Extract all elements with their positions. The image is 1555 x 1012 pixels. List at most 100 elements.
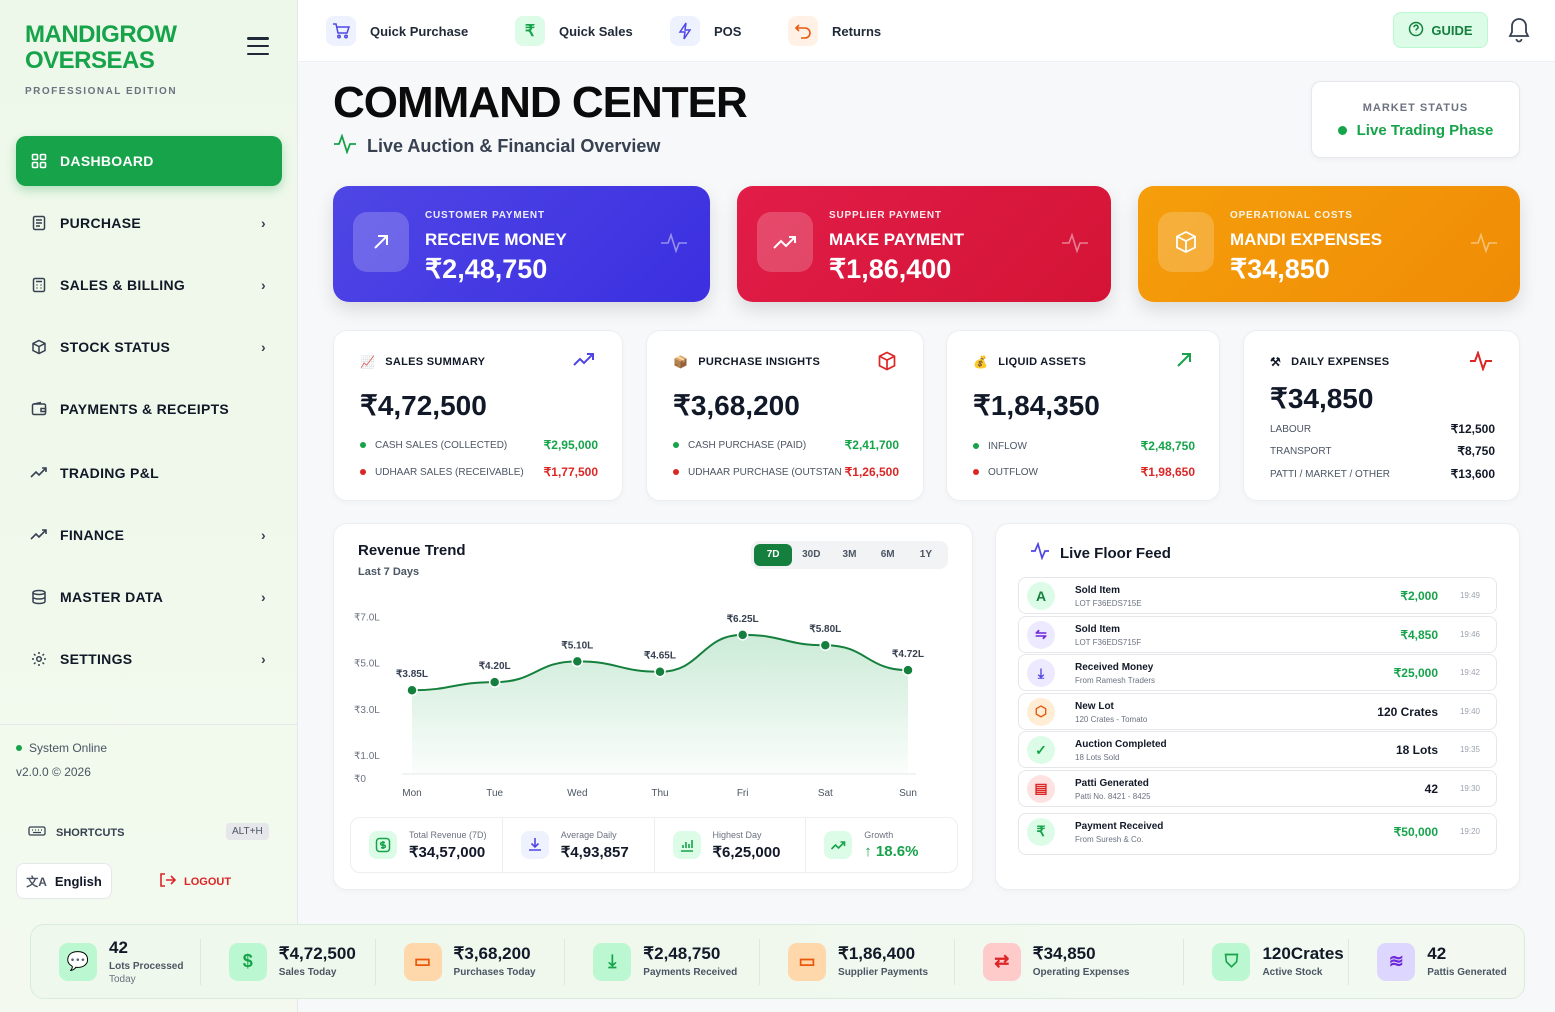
guide-button[interactable]: GUIDE xyxy=(1393,12,1488,48)
dollar-icon: $ xyxy=(228,942,267,981)
card-header: 💰 LIQUID ASSETS xyxy=(973,355,1086,369)
data-point xyxy=(406,684,418,696)
tools-icon: ⚒ xyxy=(1270,355,1282,369)
feed-item-time: 19:49 xyxy=(1459,591,1480,600)
make-payment-card[interactable]: SUPPLIER PAYMENT MAKE PAYMENT ₹1,86,400 xyxy=(737,186,1111,302)
quick-sales-button[interactable]: ₹ Quick Sales xyxy=(515,16,633,46)
data-point xyxy=(902,664,914,676)
language-label: English xyxy=(54,873,102,889)
action-value: ₹34,850 xyxy=(1230,254,1330,284)
quick-sales-label: Quick Sales xyxy=(559,23,633,39)
summary-value: ₹4,93,857 xyxy=(560,843,629,861)
feed-item[interactable]: ▤ Patti Generated Patti No. 8421 - 8425 42 1… xyxy=(1018,769,1497,807)
receive-money-card[interactable]: CUSTOMER PAYMENT RECEIVE MONEY ₹2,48,750 xyxy=(333,186,710,302)
range-30d[interactable]: 30D xyxy=(802,549,821,560)
feed-item[interactable]: ⬡ New Lot 120 Crates - Tomato 120 Crates 19:… xyxy=(1018,692,1497,730)
feed-item[interactable]: ⇋ Sold Item LOT F36EDS715F ₹4,850 19:46 xyxy=(1018,615,1497,653)
mandi-expenses-card[interactable]: OPERATIONAL COSTS MANDI EXPENSES ₹34,850 xyxy=(1138,186,1520,302)
row-label: TRANSPORT xyxy=(1270,445,1332,457)
feed-item[interactable]: ⤓ Received Money From Ramesh Traders ₹25,00… xyxy=(1018,654,1497,691)
summary-growth: Growth ↑ 18.6% xyxy=(806,818,957,872)
sidebar-item-label: PURCHASE xyxy=(60,215,141,231)
sidebar-item-master-data[interactable]: MASTER DATA › xyxy=(16,572,282,622)
feed-item-time: 19:20 xyxy=(1459,826,1480,836)
card-row: OUTFLOW ₹1,98,650 xyxy=(973,465,1195,479)
card-title: SALES SUMMARY xyxy=(385,356,486,368)
feed-item-subtitle: 120 Crates - Tomato xyxy=(1075,714,1148,724)
market-status-value: Live Trading Phase xyxy=(1312,122,1519,139)
range-3m[interactable]: 3M xyxy=(842,549,857,560)
feed-title: Live Floor Feed xyxy=(1030,541,1171,564)
version-text: v2.0.0 © 2026 xyxy=(16,765,91,779)
data-point xyxy=(819,639,832,651)
quick-purchase-label: Quick Purchase xyxy=(370,23,469,39)
returns-button[interactable]: Returns xyxy=(788,16,881,46)
sidebar-item-trading-pl[interactable]: TRADING P&L xyxy=(16,448,282,498)
trending-up-icon xyxy=(824,831,853,859)
y-tick-label: ₹3.0L xyxy=(354,705,380,716)
range-selector: 7D 30D 3M 6M 1Y xyxy=(751,541,948,569)
row-label: OUTFLOW xyxy=(988,466,1038,478)
revenue-chart: ₹0 ₹1.0L ₹3.0L ₹5.0L ₹7.0L ₹3.85L Mon ₹4.20L Tue… xyxy=(354,613,924,799)
language-button[interactable]: 文A English xyxy=(16,863,112,899)
bottom-stat-label: Pattis Generated xyxy=(1427,966,1507,978)
menu-toggle-icon[interactable] xyxy=(247,37,269,55)
action-value: ₹2,48,750 xyxy=(425,254,548,284)
brand-logo[interactable]: MANDIGROW OVERSEAS xyxy=(25,22,177,74)
feed-item-value: ₹50,000 xyxy=(1393,824,1438,839)
daily-expenses-card[interactable]: ⚒ DAILY EXPENSES ₹34,850 LABOUR ₹12,500 TR… xyxy=(1243,330,1520,501)
sidebar: MANDIGROW OVERSEAS PROFESSIONAL EDITION … xyxy=(0,0,298,1012)
range-6m[interactable]: 6M xyxy=(880,549,895,560)
feed-item-icon: ⤓ xyxy=(1027,659,1055,687)
sidebar-item-finance[interactable]: FINANCE › xyxy=(16,510,282,560)
live-floor-feed-panel: Live Floor Feed A Sold Item LOT F36EDS715E… xyxy=(995,523,1520,890)
range-1y[interactable]: 1Y xyxy=(919,549,933,560)
x-tick-label: Tue xyxy=(486,788,503,799)
bottom-stat-sublabel: Today xyxy=(109,973,136,985)
quick-purchase-button[interactable]: Quick Purchase xyxy=(326,16,468,46)
pos-button[interactable]: POS xyxy=(670,16,741,46)
edition-label: PROFESSIONAL EDITION xyxy=(25,86,178,97)
purchase-insights-card[interactable]: 📦 PURCHASE INSIGHTS ₹3,68,200 CASH PURCHA… xyxy=(646,330,924,501)
data-label: ₹4.20L xyxy=(479,661,511,672)
pulse-icon xyxy=(1470,232,1498,259)
bottom-stat-value: ₹4,72,500 xyxy=(278,943,356,963)
page-title: COMMAND CENTER xyxy=(333,78,748,127)
shortcuts-link[interactable]: SHORTCUTS xyxy=(28,826,124,839)
bottom-stat-value: ₹3,68,200 xyxy=(453,943,531,963)
pulse-icon xyxy=(1061,232,1089,259)
card-value: ₹34,850 xyxy=(1270,383,1374,414)
feed-item[interactable]: ₹ Payment Received From Suresh & Co. ₹50,00… xyxy=(1018,812,1497,855)
shortcuts-label: SHORTCUTS xyxy=(56,826,125,839)
series-area xyxy=(412,634,908,774)
sidebar-item-stock-status[interactable]: STOCK STATUS › xyxy=(16,322,282,372)
feed-title-text: Live Floor Feed xyxy=(1060,544,1171,562)
pulse-icon xyxy=(660,232,688,259)
sidebar-item-settings[interactable]: SETTINGS › xyxy=(16,634,282,684)
bottom-stat: ▭ ₹3,68,200 Purchases Today xyxy=(376,938,566,985)
sidebar-item-dashboard[interactable]: DASHBOARD xyxy=(16,136,282,186)
feed-item[interactable]: A Sold Item LOT F36EDS715E ₹2,000 19:49 xyxy=(1018,577,1497,614)
data-label: ₹3.85L xyxy=(396,669,428,680)
arrow-up-right-icon xyxy=(1175,351,1193,374)
x-tick-label: Mon xyxy=(402,788,421,799)
action-value: ₹1,86,400 xyxy=(829,254,952,284)
summary-value: ₹6,25,000 xyxy=(712,843,781,861)
sidebar-item-label: SALES & BILLING xyxy=(60,277,186,293)
bottom-stat-label: Supplier Payments xyxy=(838,966,929,978)
sidebar-item-purchase[interactable]: PURCHASE › xyxy=(16,198,282,248)
row-label: UDHAAR SALES (RECEIVABLE) xyxy=(375,466,524,478)
liquid-assets-card[interactable]: 💰 LIQUID ASSETS ₹1,84,350 INFLOW ₹2,48,750… xyxy=(946,330,1220,501)
range-7d[interactable]: 7D xyxy=(754,544,793,566)
x-tick-label: Sat xyxy=(818,788,833,799)
card-header: ⚒ DAILY EXPENSES xyxy=(1270,355,1389,369)
feed-item[interactable]: ✓ Auction Completed 18 Lots Sold 18 Lots 19:… xyxy=(1018,731,1497,768)
sidebar-item-sales-billing[interactable]: SALES & BILLING › xyxy=(16,260,282,310)
bottom-stat-value: 42 xyxy=(1427,943,1447,963)
y-tick-label: ₹5.0L xyxy=(354,659,380,670)
bell-icon[interactable] xyxy=(1507,16,1531,49)
sidebar-item-payments-receipts[interactable]: PAYMENTS & RECEIPTS xyxy=(16,384,282,434)
sales-summary-card[interactable]: 📈 SALES SUMMARY ₹4,72,500 CASH SALES (COL… xyxy=(333,330,623,501)
card-row: CASH PURCHASE (PAID) ₹2,41,700 xyxy=(673,438,899,452)
logout-button[interactable]: LOGOUT xyxy=(158,872,231,891)
